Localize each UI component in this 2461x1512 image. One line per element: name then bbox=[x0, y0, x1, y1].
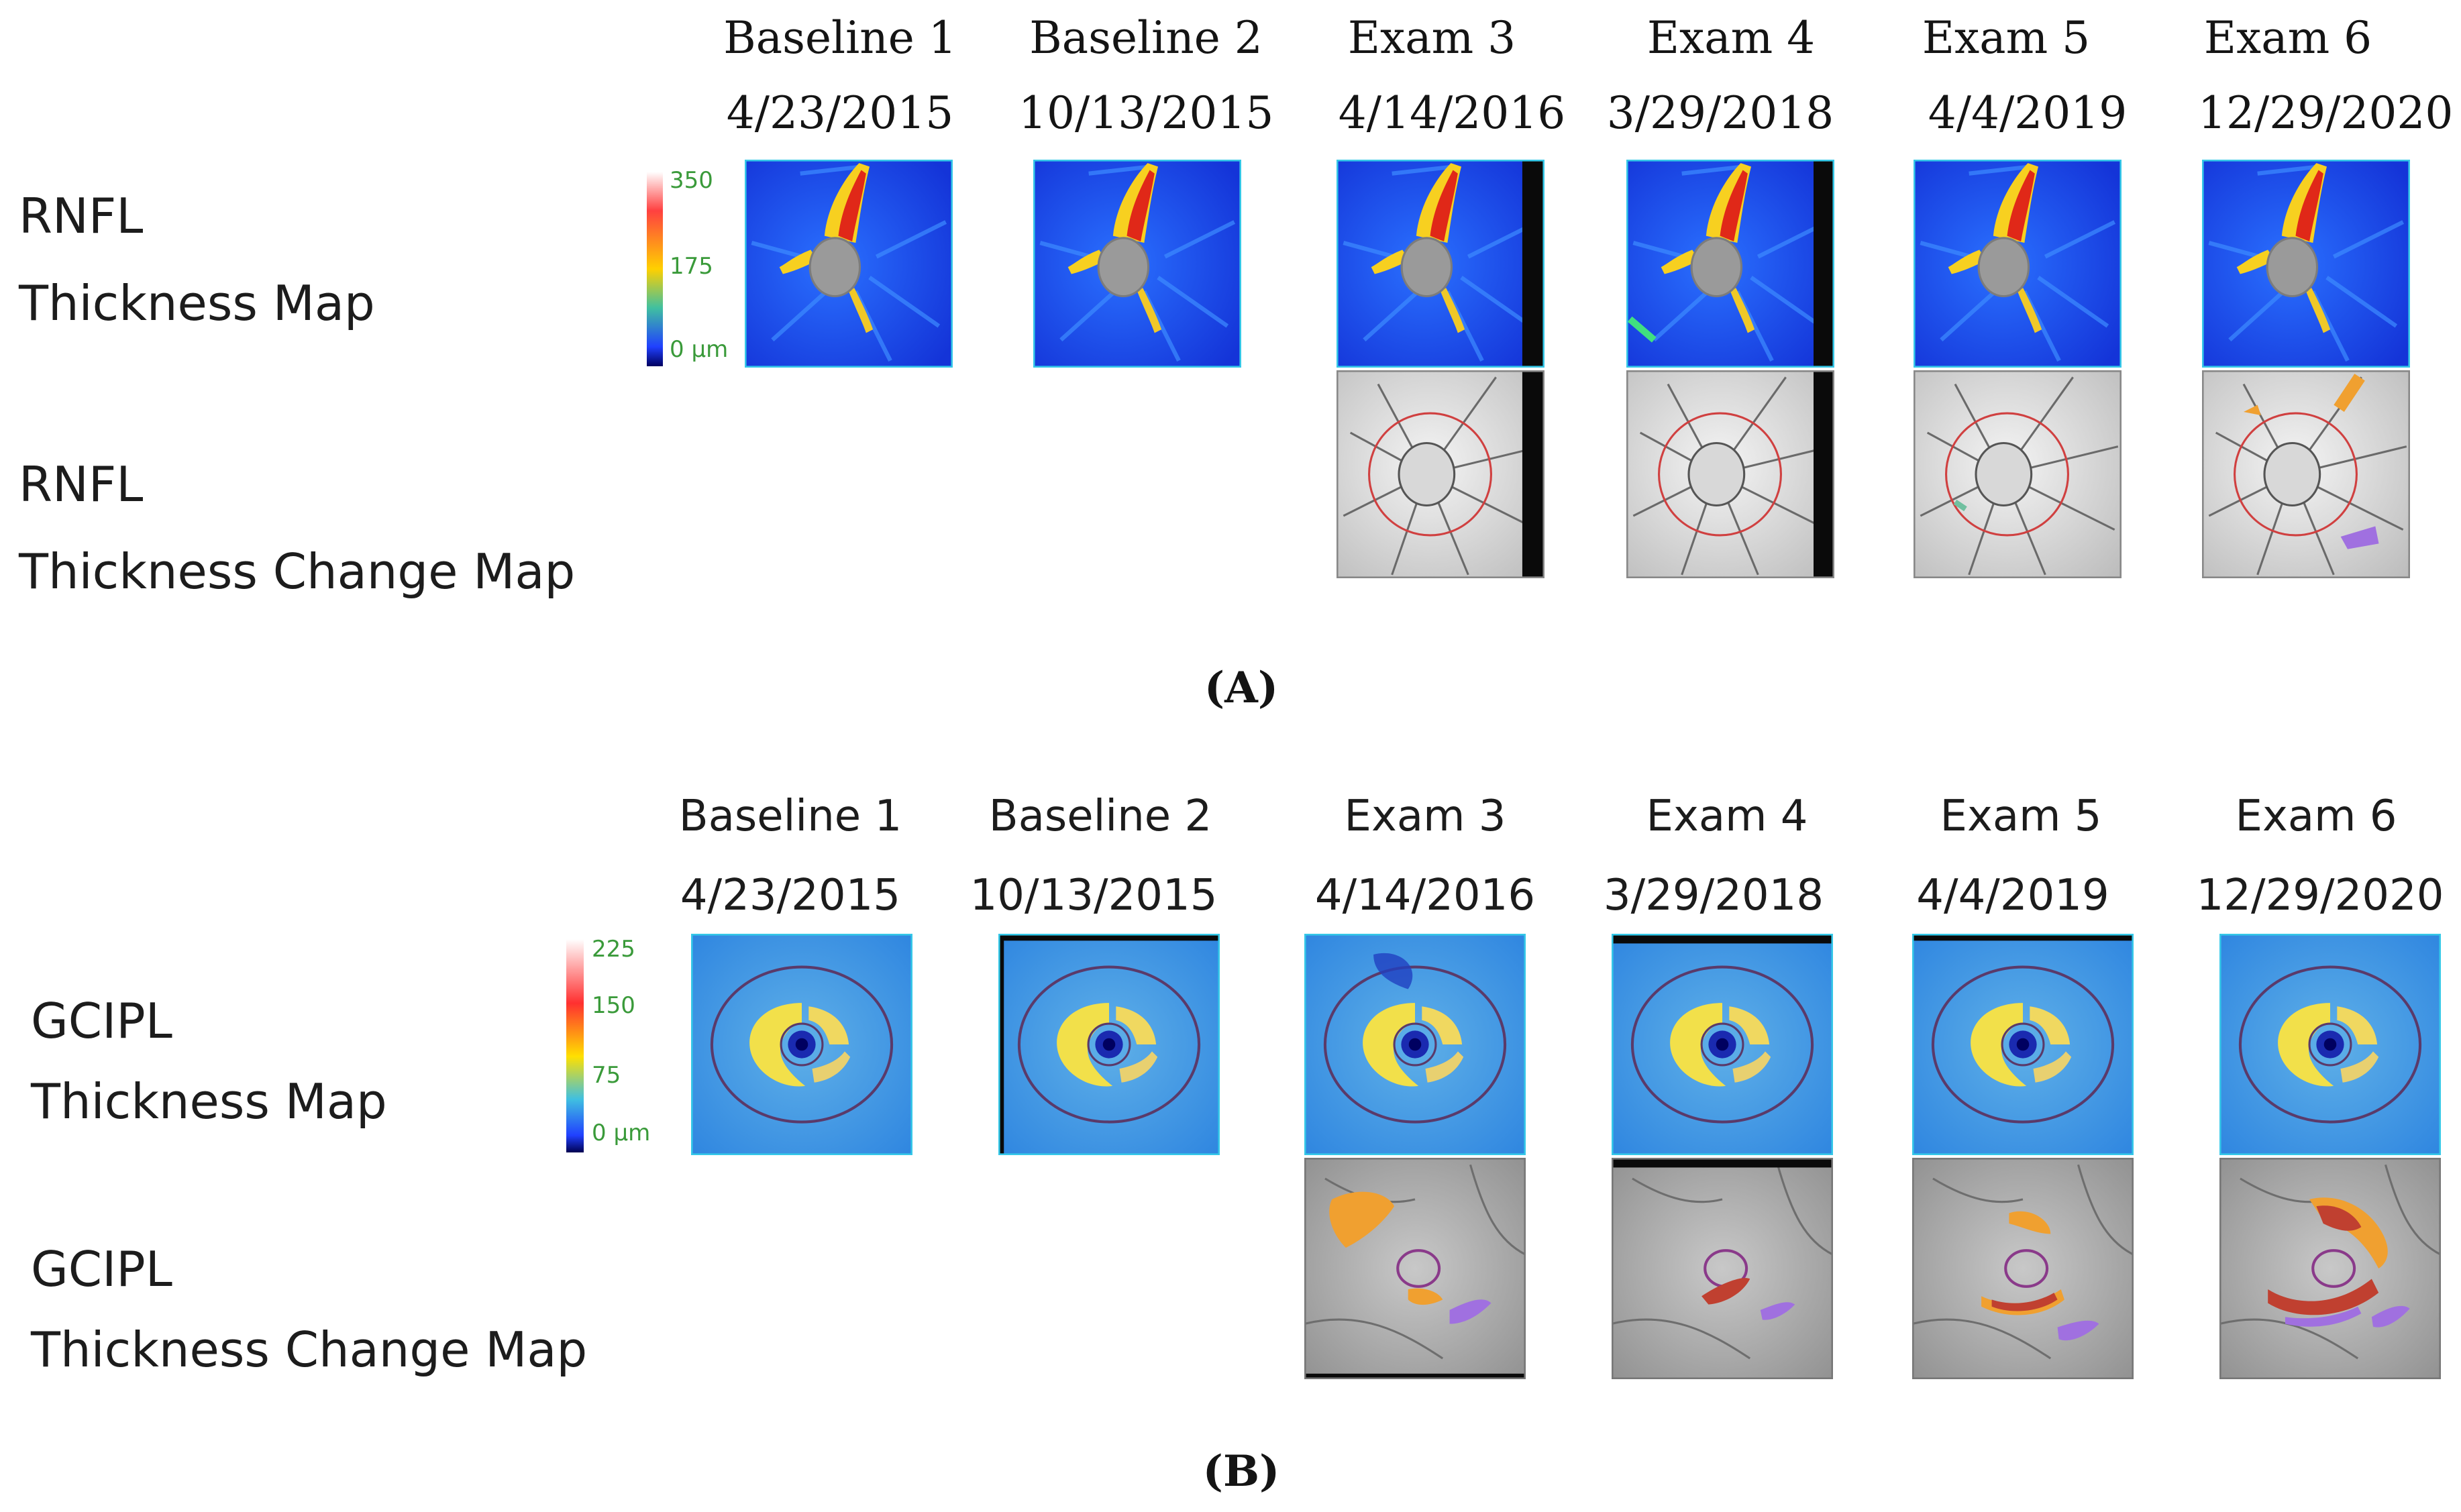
scale-label-bottom: 0 µm bbox=[670, 336, 728, 363]
rnfl-thickness-map bbox=[1337, 160, 1544, 368]
gcipl-thickness-map bbox=[2219, 934, 2441, 1155]
scale-label-top: 225 bbox=[592, 936, 635, 963]
scale-label-upper: 150 bbox=[592, 992, 635, 1019]
row-label-line2: Thickness Change Map bbox=[19, 543, 576, 600]
rnfl-change-map bbox=[1337, 370, 1544, 578]
col-header-name: Baseline 1 bbox=[723, 12, 957, 64]
col-header-name: Baseline 1 bbox=[678, 792, 902, 841]
col-header-date: 4/4/2019 bbox=[1916, 871, 2109, 920]
col-header-date: 4/23/2015 bbox=[680, 871, 901, 920]
panel-label-a: (A) bbox=[1204, 663, 1279, 713]
rnfl-change-map bbox=[1626, 370, 1834, 578]
row-label-line1: RNFL bbox=[19, 188, 144, 244]
gcipl-thickness-map bbox=[1304, 934, 1526, 1155]
rnfl-change-map bbox=[1914, 370, 2122, 578]
scale-label-mid: 75 bbox=[592, 1062, 621, 1089]
col-header-name: Exam 4 bbox=[1646, 792, 1808, 841]
col-header-name: Exam 3 bbox=[1347, 12, 1516, 64]
col-header-date: 4/14/2016 bbox=[1314, 871, 1536, 920]
gcipl-thickness-map bbox=[1612, 934, 1833, 1155]
col-header-date: 4/14/2016 bbox=[1338, 87, 1566, 139]
col-header-name: Exam 6 bbox=[2235, 792, 2397, 841]
gcipl-thickness-map bbox=[998, 934, 1220, 1155]
col-header-name: Exam 4 bbox=[1646, 12, 1816, 64]
col-header-date: 3/29/2018 bbox=[1603, 871, 1824, 920]
col-header-name: Exam 3 bbox=[1344, 792, 1506, 841]
col-header-name: Exam 6 bbox=[2203, 12, 2372, 64]
rnfl-thickness-map bbox=[1033, 160, 1241, 368]
scale-label-bottom: 0 µm bbox=[592, 1120, 650, 1146]
rnfl-thickness-map bbox=[1626, 160, 1834, 368]
col-header-name: Baseline 2 bbox=[1029, 12, 1263, 64]
row-label-line1: RNFL bbox=[19, 456, 144, 512]
gcipl-change-map bbox=[1304, 1158, 1526, 1379]
gcipl-thickness-map bbox=[691, 934, 912, 1155]
gcipl-thickness-map bbox=[1912, 934, 2134, 1155]
panel-label-b: (B) bbox=[1202, 1446, 1280, 1497]
gcipl-color-scale: 225 150 75 0 µm bbox=[566, 936, 650, 1152]
col-header-date: 12/29/2020 bbox=[2198, 87, 2454, 139]
col-header-date: 3/29/2018 bbox=[1606, 87, 1834, 139]
col-header-date: 4/4/2019 bbox=[1928, 87, 2128, 139]
rnfl-thickness-map bbox=[2202, 160, 2410, 368]
col-header-date: 10/13/2015 bbox=[1018, 87, 1274, 139]
col-header-name: Baseline 2 bbox=[988, 792, 1212, 841]
row-label-line2: Thickness Map bbox=[31, 1073, 387, 1130]
gcipl-change-map bbox=[1912, 1158, 2134, 1379]
rnfl-thickness-map bbox=[745, 160, 953, 368]
rnfl-thickness-map bbox=[1914, 160, 2122, 368]
col-header-name: Exam 5 bbox=[1940, 792, 2102, 841]
scale-label-top: 350 bbox=[670, 167, 713, 194]
col-header-name: Exam 5 bbox=[1922, 12, 2091, 64]
row-label-line2: Thickness Change Map bbox=[31, 1321, 588, 1378]
gcipl-change-map bbox=[2219, 1158, 2441, 1379]
row-label-line2: Thickness Map bbox=[19, 275, 375, 331]
col-header-date: 12/29/2020 bbox=[2196, 871, 2444, 920]
col-header-date: 10/13/2015 bbox=[970, 871, 1218, 920]
gcipl-change-map bbox=[1612, 1158, 1833, 1379]
row-label-line1: GCIPL bbox=[31, 1241, 172, 1297]
rnfl-color-scale: 350 175 0 µm bbox=[647, 167, 728, 366]
col-header-date: 4/23/2015 bbox=[726, 87, 954, 139]
rnfl-change-map bbox=[2202, 370, 2410, 578]
scale-label-mid: 175 bbox=[670, 253, 713, 280]
row-label-line1: GCIPL bbox=[31, 993, 172, 1049]
